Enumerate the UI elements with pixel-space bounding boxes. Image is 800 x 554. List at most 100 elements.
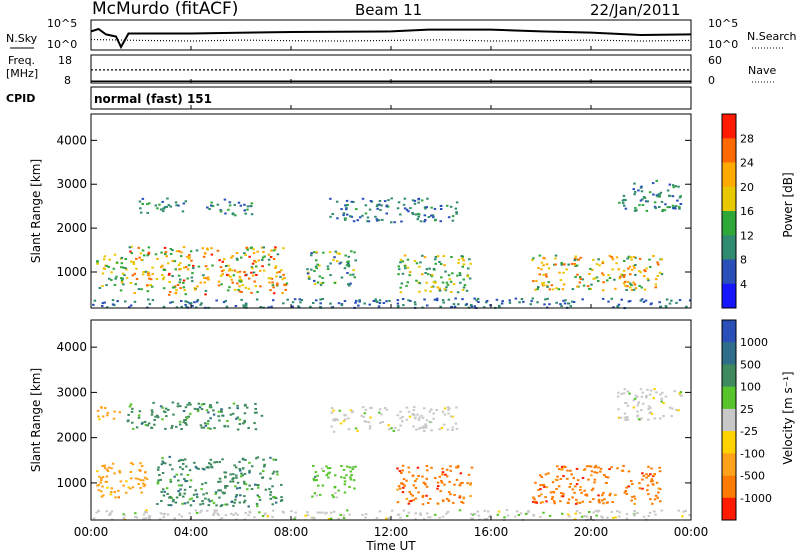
scatter-cell <box>447 409 450 411</box>
scatter-cell <box>548 303 551 306</box>
scatter-cell <box>269 456 272 459</box>
scatter-cell <box>397 513 401 516</box>
scatter-cell <box>584 493 587 496</box>
scatter-cell <box>224 485 227 488</box>
scatter-cell <box>359 216 362 219</box>
scatter-cell <box>375 205 379 208</box>
scatter-cell <box>455 427 459 430</box>
scatter-cell <box>462 259 465 262</box>
scatter-cell <box>201 500 204 502</box>
scatter-cell <box>489 514 492 517</box>
scatter-cell <box>653 201 657 204</box>
scatter-cell <box>254 261 257 264</box>
scatter-cell <box>561 288 565 291</box>
scatter-cell <box>142 513 146 516</box>
scatter-cell <box>96 409 100 412</box>
scatter-cell <box>151 273 154 276</box>
scatter-cell <box>469 262 472 265</box>
scatter-cell <box>453 493 456 496</box>
scatter-cell <box>438 475 441 478</box>
scatter-cell <box>678 196 682 199</box>
scatter-cell <box>182 202 186 205</box>
scatter-cell <box>345 465 349 468</box>
scatter-cell <box>575 264 579 267</box>
scatter-cell <box>182 266 186 269</box>
scatter-cell <box>137 246 140 249</box>
scatter-cell <box>206 422 210 425</box>
scatter-cell <box>419 512 422 515</box>
scatter-cell <box>299 301 302 304</box>
scatter-cell <box>649 266 652 268</box>
scatter-cell <box>681 515 684 518</box>
scatter-cell <box>98 418 101 421</box>
scatter-cell <box>321 511 324 514</box>
colorbar-tick-label: 20 <box>740 181 754 194</box>
scatter-cell <box>271 284 275 287</box>
scatter-cell <box>135 278 139 280</box>
scatter-cell <box>593 481 596 484</box>
scatter-cell <box>610 466 613 469</box>
scatter-cell <box>627 485 630 488</box>
scatter-cell <box>553 263 556 266</box>
scatter-cell <box>626 280 630 283</box>
scatter-cell <box>228 201 232 204</box>
scatter-cell <box>349 215 352 218</box>
scatter-cell <box>638 285 641 287</box>
scatter-cell <box>679 391 683 394</box>
scatter-cell <box>356 429 359 432</box>
scatter-cell <box>332 510 336 513</box>
scatter-cell <box>217 415 220 418</box>
scatter-cell <box>240 279 243 282</box>
scatter-cell <box>313 517 316 520</box>
scatter-cell <box>578 501 582 504</box>
scatter-cell <box>574 255 578 258</box>
scatter-cell <box>144 471 147 474</box>
scatter-cell <box>555 301 558 304</box>
scatter-cell <box>118 411 121 414</box>
scatter-cell <box>188 401 191 404</box>
scatter-cell <box>185 255 189 258</box>
scatter-cell <box>633 193 636 196</box>
scatter-cell <box>327 472 330 475</box>
scatter-cell <box>320 282 323 284</box>
scatter-cell <box>639 388 643 391</box>
ytick-label: 1000 <box>56 476 87 490</box>
scatter-cell <box>674 207 677 210</box>
power-data-group <box>92 179 692 310</box>
scatter-cell <box>269 277 272 280</box>
scatter-cell <box>559 303 562 306</box>
scatter-cell <box>428 410 432 413</box>
scatter-cell <box>552 490 555 493</box>
scatter-cell <box>647 408 650 410</box>
scatter-cell <box>649 473 652 476</box>
scatter-cell <box>439 208 443 210</box>
scatter-cell <box>207 278 210 281</box>
scatter-cell <box>267 306 270 309</box>
scatter-cell <box>579 277 582 280</box>
scatter-cell <box>473 305 476 308</box>
scatter-cell <box>544 473 548 476</box>
scatter-cell <box>168 496 171 499</box>
scatter-cell <box>470 512 473 515</box>
scatter-cell <box>408 500 411 503</box>
scatter-cell <box>566 477 569 480</box>
scatter-cell <box>684 509 687 512</box>
scatter-cell <box>396 299 400 302</box>
scatter-cell <box>200 426 204 429</box>
scatter-cell <box>293 517 296 520</box>
scatter-cell <box>434 262 437 265</box>
colorbar-tick-label: 500 <box>740 358 761 371</box>
scatter-region-1 <box>128 245 289 296</box>
scatter-cell <box>322 251 325 254</box>
scatter-cell <box>462 286 466 289</box>
scatter-cell <box>234 305 238 307</box>
scatter-cell <box>195 300 199 303</box>
scatter-cell <box>345 264 349 267</box>
scatter-cell <box>401 298 405 300</box>
scatter-cell <box>253 280 256 283</box>
scatter-cell <box>146 203 149 206</box>
scatter-cell <box>653 473 656 476</box>
scatter-cell <box>417 427 421 430</box>
